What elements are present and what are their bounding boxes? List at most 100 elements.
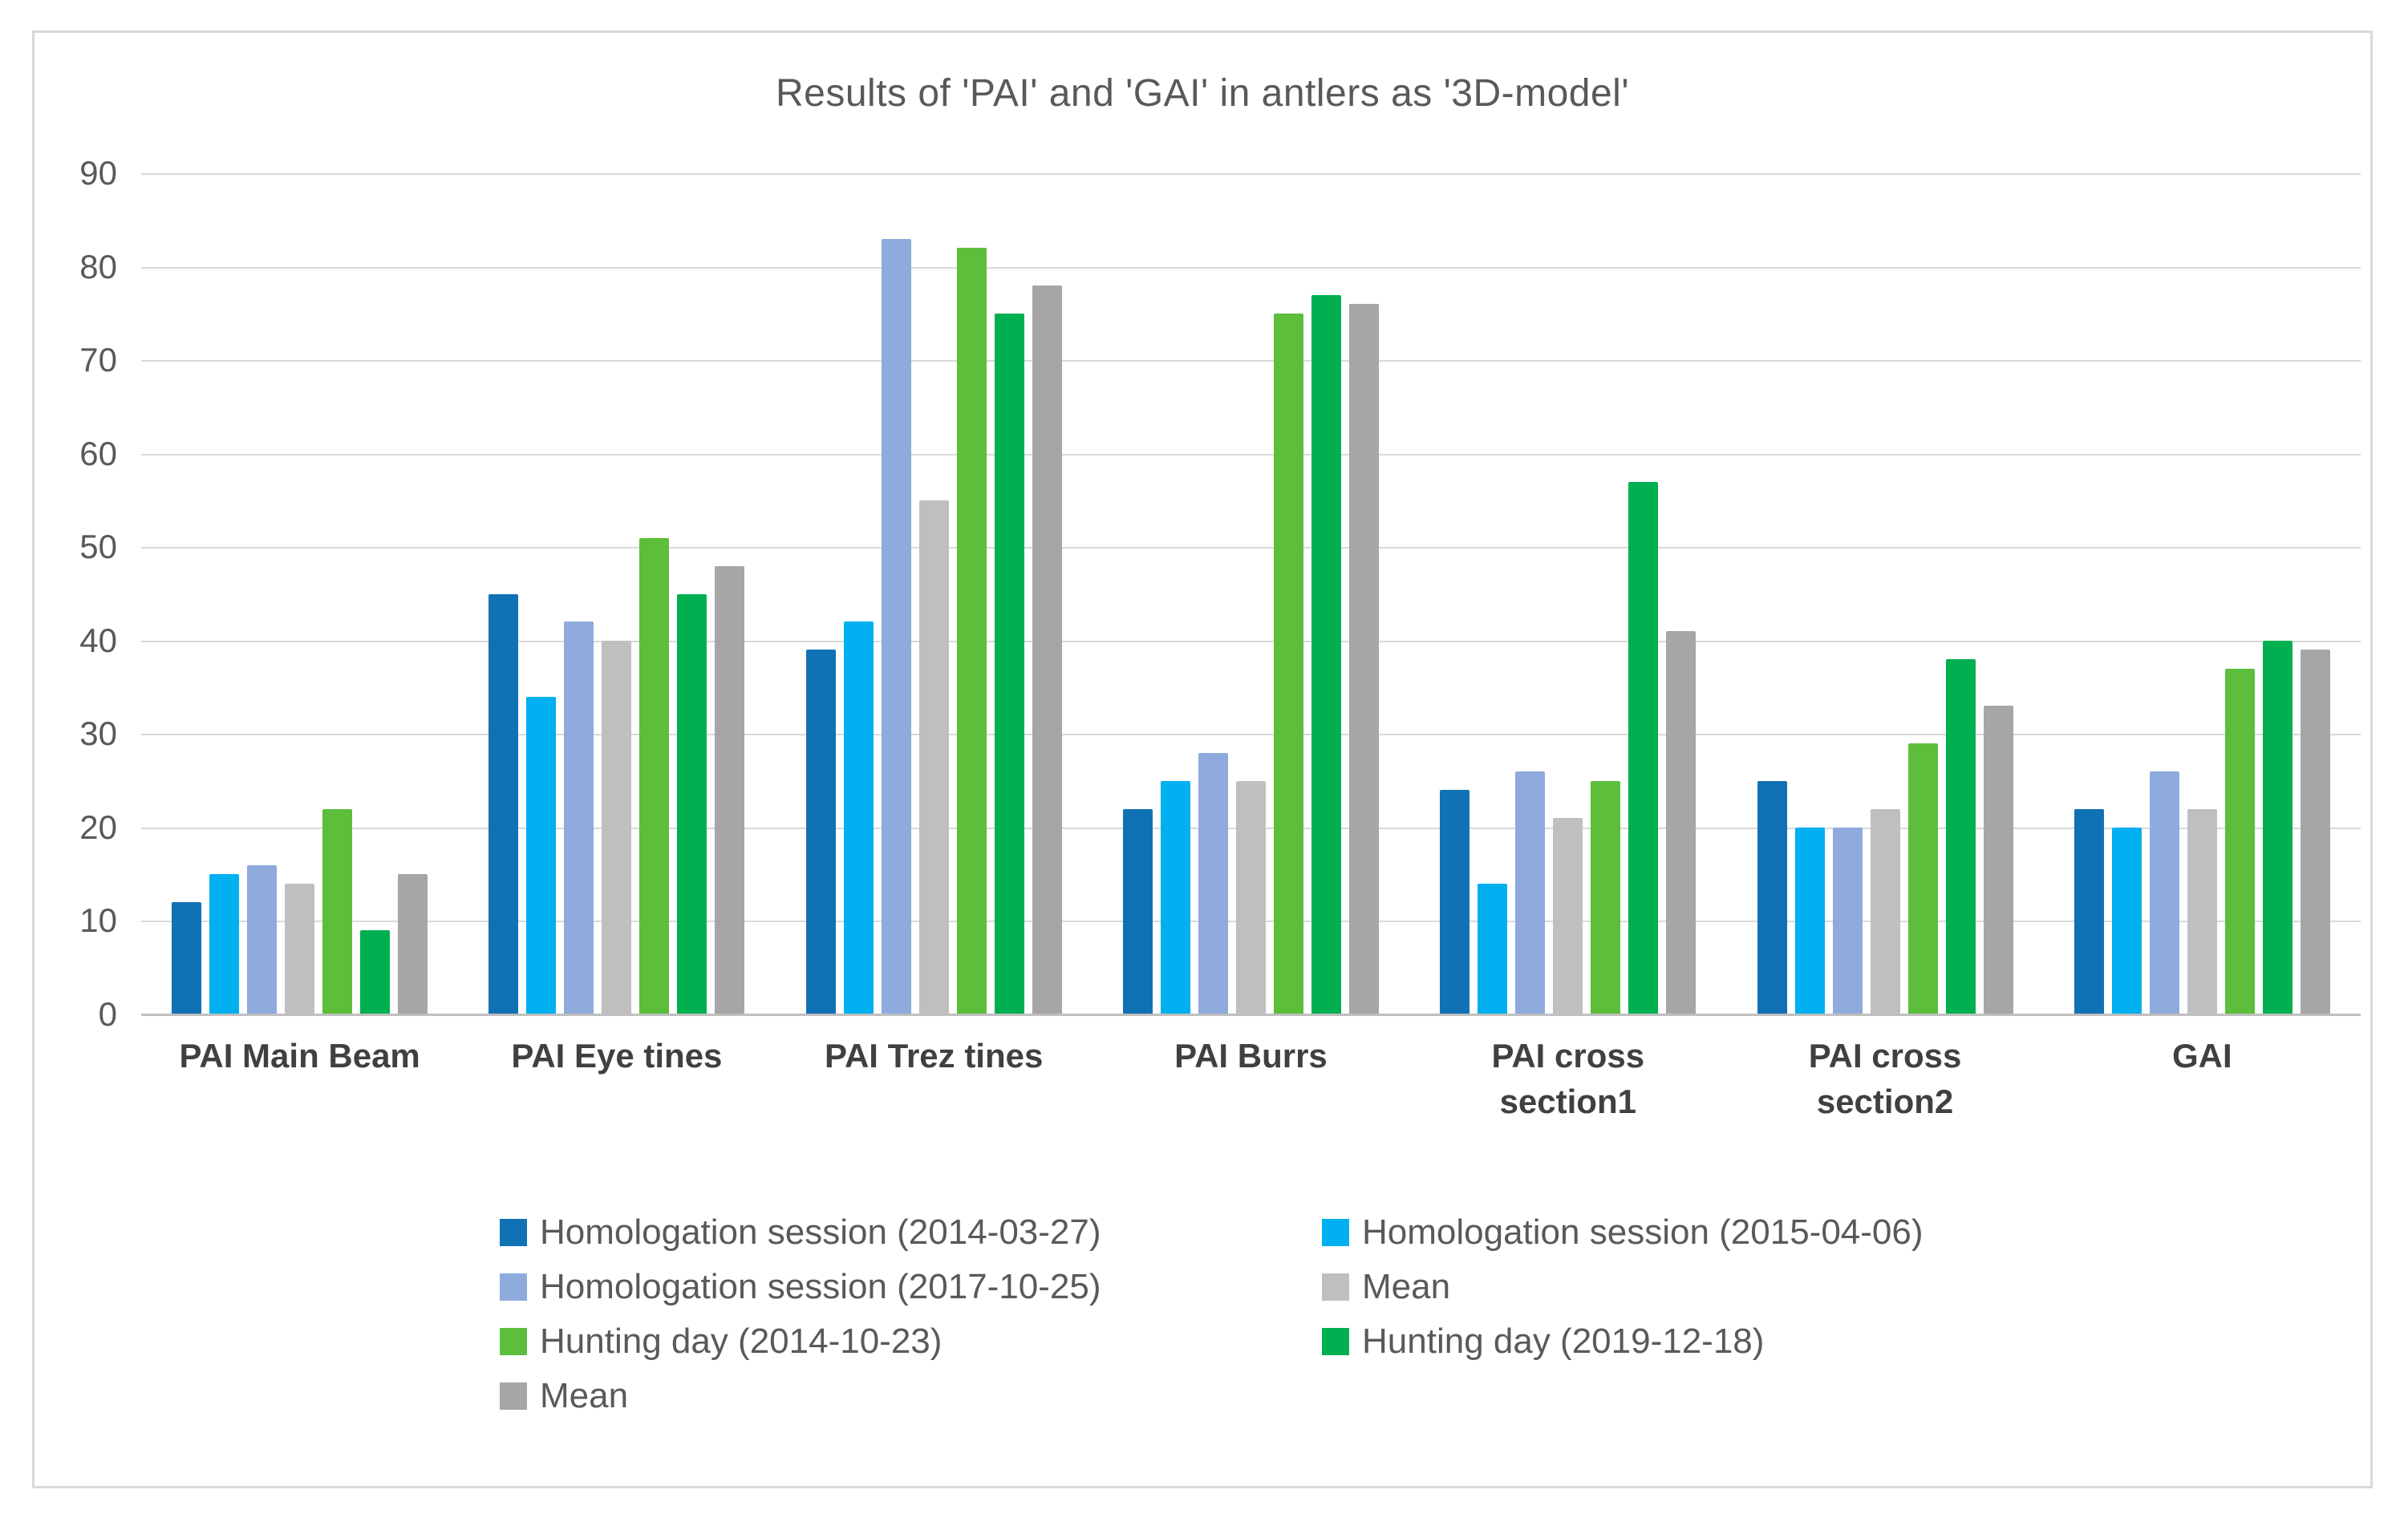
bar-series3-cat2 [564, 621, 594, 1014]
bar-series3-cat5 [1515, 771, 1546, 1014]
bar-series3-cat7 [2149, 771, 2179, 1014]
bar-series4-cat6 [1870, 808, 1900, 1014]
category-label-6: PAI cross section2 [1726, 1034, 2043, 1124]
y-tick-label-40: 40 [79, 621, 117, 659]
legend-row-2: Homologation session (2017-10-25) Mean [500, 1260, 2144, 1314]
y-tick-label-60: 60 [79, 434, 117, 472]
bar-groups-layer [141, 173, 2361, 1014]
legend-item-series3: Homologation session (2017-10-25) [500, 1267, 1322, 1307]
legend-swatch-icon [500, 1219, 527, 1246]
plot-area: 0 10 20 30 40 50 60 70 80 90 [79, 154, 2361, 1033]
legend-item-series6: Hunting day (2019-12-18) [1322, 1322, 2144, 1362]
bar-series1-cat1 [172, 902, 202, 1014]
legend-label: Homologation session (2014-03-27) [540, 1212, 1101, 1252]
category-label-text: PAI cross section2 [1808, 1037, 1962, 1120]
legend-swatch-icon [500, 1328, 527, 1355]
bar-series3-cat6 [1832, 827, 1863, 1014]
bar-series7-cat6 [1983, 706, 2013, 1014]
bar-series7-cat7 [2300, 650, 2330, 1014]
legend-swatch-icon [500, 1273, 527, 1301]
bar-group-1 [141, 173, 458, 1014]
category-label-5: PAI cross section1 [1409, 1034, 1726, 1124]
bar-series3-cat4 [1198, 752, 1228, 1014]
bar-series6-cat1 [360, 930, 391, 1014]
bar-series7-cat3 [1032, 285, 1062, 1014]
bar-group-2 [458, 173, 775, 1014]
gridline-80 [141, 266, 2361, 269]
legend-item-series5: Hunting day (2014-10-23) [500, 1322, 1322, 1362]
legend-label: Homologation session (2015-04-06) [1362, 1212, 1924, 1252]
bar-series5-cat2 [639, 537, 670, 1014]
y-tick-label-20: 20 [79, 808, 117, 846]
bar-group-5 [1409, 173, 1726, 1014]
legend-label: Hunting day (2019-12-18) [1362, 1322, 1765, 1361]
gridline-50 [141, 547, 2361, 549]
bar-series1-cat4 [1122, 808, 1153, 1014]
bar-series4-cat4 [1235, 780, 1266, 1014]
bar-series2-cat3 [843, 621, 874, 1014]
legend-swatch-icon [1322, 1273, 1349, 1301]
bar-series2-cat5 [1478, 883, 1508, 1014]
bar-series6-cat7 [2262, 640, 2292, 1014]
bar-series7-cat2 [715, 565, 745, 1014]
bar-group-3 [776, 173, 1093, 1014]
legend-item-series2: Homologation session (2015-04-06) [1322, 1212, 2144, 1253]
bar-series5-cat3 [956, 248, 987, 1014]
y-tick-label-30: 30 [79, 714, 117, 753]
legend-label: Hunting day (2014-10-23) [540, 1322, 943, 1361]
bar-series5-cat1 [322, 808, 353, 1014]
gridline-70 [141, 360, 2361, 362]
x-axis-line [141, 1014, 2361, 1016]
bar-series1-cat7 [2074, 808, 2104, 1014]
legend: Homologation session (2014-03-27) Homolog… [500, 1205, 2144, 1423]
y-tick-label-90: 90 [79, 154, 117, 192]
gridline-40 [141, 640, 2361, 642]
gridline-60 [141, 453, 2361, 455]
bar-series2-cat1 [209, 874, 240, 1014]
bar-series3-cat1 [247, 864, 278, 1014]
bar-series2-cat2 [526, 696, 557, 1014]
bar-series7-cat5 [1666, 631, 1697, 1014]
y-tick-label-50: 50 [79, 528, 117, 566]
bar-series4-cat1 [285, 883, 315, 1014]
bar-series3-cat3 [881, 238, 911, 1014]
bar-series1-cat6 [1757, 780, 1787, 1014]
legend-swatch-icon [500, 1382, 527, 1410]
bar-series4-cat2 [602, 640, 632, 1014]
bar-series7-cat1 [398, 874, 428, 1014]
bar-series6-cat4 [1311, 294, 1341, 1014]
bar-series4-cat7 [2187, 808, 2217, 1014]
bar-series5-cat5 [1591, 780, 1621, 1014]
category-label-1: PAI Main Beam [141, 1034, 458, 1124]
bar-series4-cat5 [1553, 818, 1583, 1014]
y-tick-label-80: 80 [79, 247, 117, 285]
gridline-90 [141, 173, 2361, 175]
legend-swatch-icon [1322, 1219, 1349, 1246]
category-label-4: PAI Burrs [1093, 1034, 1409, 1124]
legend-label: Mean [1362, 1267, 1451, 1306]
legend-row-4: Mean [500, 1369, 2144, 1423]
legend-row-3: Hunting day (2014-10-23) Hunting day (201… [500, 1314, 2144, 1369]
x-axis-category-labels: PAI Main Beam PAI Eye tines PAI Trez tines… [141, 1034, 2361, 1124]
bar-series7-cat4 [1348, 304, 1379, 1014]
bar-series4-cat3 [918, 500, 949, 1014]
bar-series2-cat4 [1160, 780, 1190, 1014]
legend-label: Homologation session (2017-10-25) [540, 1267, 1101, 1306]
bar-series2-cat6 [1794, 827, 1825, 1014]
bar-series1-cat3 [805, 650, 836, 1014]
legend-item-series1: Homologation session (2014-03-27) [500, 1212, 1322, 1253]
category-label-text: PAI Eye tines [511, 1037, 723, 1075]
bar-group-7 [2044, 173, 2361, 1014]
y-tick-label-70: 70 [79, 341, 117, 379]
legend-item-series4: Mean [1322, 1267, 2144, 1307]
category-label-7: GAI [2044, 1034, 2361, 1124]
gridline-30 [141, 734, 2361, 736]
legend-swatch-icon [1322, 1328, 1349, 1355]
bar-series6-cat2 [677, 593, 707, 1014]
category-label-text: PAI Main Beam [179, 1037, 420, 1075]
bar-series5-cat4 [1273, 313, 1303, 1014]
bar-series6-cat5 [1628, 481, 1659, 1014]
bar-series6-cat6 [1945, 659, 1976, 1014]
legend-item-series7: Mean [500, 1376, 1322, 1416]
y-tick-label-10: 10 [79, 901, 117, 940]
